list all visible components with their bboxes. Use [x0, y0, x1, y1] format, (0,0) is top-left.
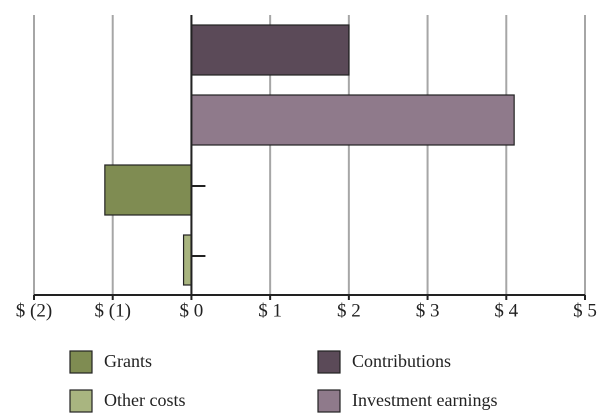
x-tick-label: $ 1 — [258, 300, 282, 321]
legend-swatch — [69, 350, 93, 374]
x-tick-label: $ (2) — [16, 300, 52, 321]
legend-swatch — [317, 350, 341, 374]
legend-label: Contributions — [352, 351, 451, 371]
x-tick-label: $ 5 — [573, 300, 597, 321]
x-tick-label: $ 2 — [337, 300, 361, 321]
bar — [104, 164, 193, 216]
legend-label: Investment earnings — [352, 390, 497, 410]
legend-swatch — [317, 389, 341, 413]
legend-swatch — [69, 389, 93, 413]
bar — [190, 24, 350, 76]
legend-label: Other costs — [104, 390, 185, 410]
x-tick-label: $ 3 — [416, 300, 440, 321]
legend-label: Grants — [104, 351, 152, 371]
x-tick-label: $ 0 — [180, 300, 204, 321]
bar — [190, 94, 515, 146]
x-tick-label: $ (1) — [95, 300, 131, 321]
bar — [182, 234, 193, 286]
x-tick-label: $ 4 — [494, 300, 518, 321]
